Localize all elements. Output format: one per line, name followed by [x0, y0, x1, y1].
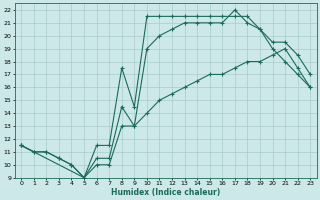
X-axis label: Humidex (Indice chaleur): Humidex (Indice chaleur): [111, 188, 220, 197]
